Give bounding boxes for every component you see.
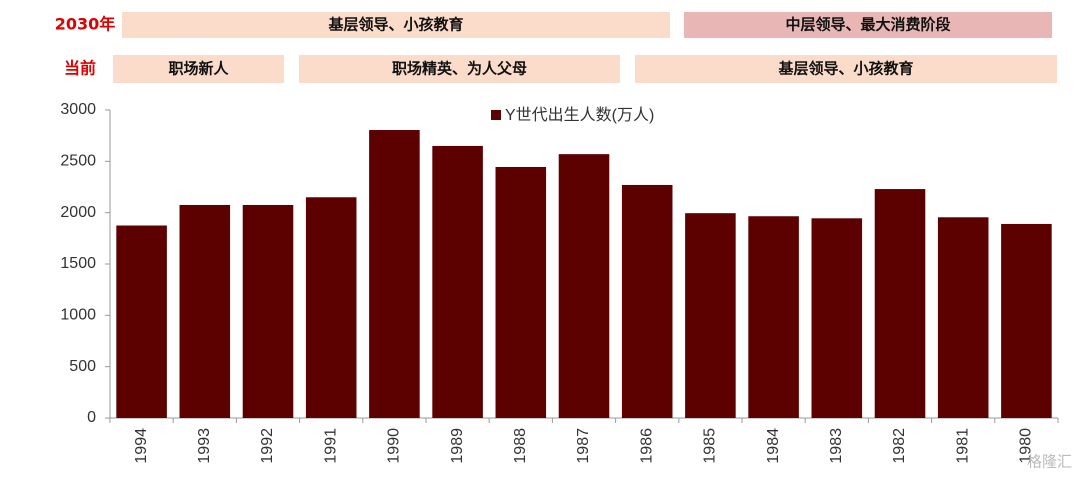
band-label: 中层领导、最大消费阶段 — [785, 16, 950, 34]
band-label: 职场新人 — [168, 60, 229, 78]
x-tick-label: 1989 — [449, 428, 466, 464]
x-tick-label: 1990 — [386, 428, 403, 464]
band — [635, 55, 1057, 83]
bar — [558, 154, 610, 418]
row-label: 当前 — [64, 59, 96, 78]
y-tick-label: 2000 — [60, 204, 96, 221]
x-tick-label: 1984 — [765, 428, 782, 464]
x-tick-label: 1988 — [512, 428, 529, 464]
bar — [685, 213, 736, 418]
y-tick-label: 500 — [69, 358, 96, 375]
band — [122, 12, 670, 38]
bar — [621, 184, 673, 418]
bar — [1001, 223, 1052, 418]
bar — [242, 204, 294, 418]
x-tick-label: 1980 — [1018, 428, 1035, 464]
legend-label: Y世代出生人数(万人) — [505, 106, 654, 124]
band-label: 基层领导、小孩教育 — [327, 16, 463, 34]
bar — [305, 197, 357, 418]
band — [113, 55, 284, 83]
y-tick-label: 3000 — [60, 101, 96, 118]
x-tick-label: 1981 — [954, 428, 971, 464]
y-tick-label: 1500 — [60, 255, 96, 272]
y-tick-label: 0 — [87, 409, 96, 426]
bar — [874, 189, 926, 418]
x-tick-label: 1987 — [575, 428, 592, 464]
bar — [937, 217, 989, 418]
row-label: 2030年 — [55, 15, 116, 34]
bar — [179, 204, 231, 418]
bar — [369, 130, 420, 418]
band-label: 基层领导、小孩教育 — [777, 60, 913, 78]
bar — [432, 145, 483, 418]
bar — [116, 225, 167, 418]
x-tick-label: 1991 — [322, 428, 339, 464]
bar — [748, 216, 799, 418]
legend-swatch — [491, 110, 501, 120]
y-tick-label: 1000 — [60, 307, 96, 324]
band-label: 职场精英、为人父母 — [392, 60, 527, 78]
x-tick-label: 1985 — [702, 428, 719, 464]
bar — [495, 166, 547, 418]
band — [684, 12, 1052, 38]
x-tick-label: 1992 — [259, 428, 276, 464]
x-tick-label: 1983 — [828, 428, 845, 464]
x-tick-label: 1993 — [196, 428, 213, 464]
y-tick-label: 2500 — [60, 153, 96, 170]
band — [299, 55, 620, 83]
x-tick-label: 1982 — [891, 428, 908, 464]
watermark: 格隆汇 — [1027, 453, 1072, 471]
bar — [811, 218, 863, 418]
x-tick-label: 1994 — [133, 428, 150, 464]
x-tick-label: 1986 — [638, 428, 655, 464]
